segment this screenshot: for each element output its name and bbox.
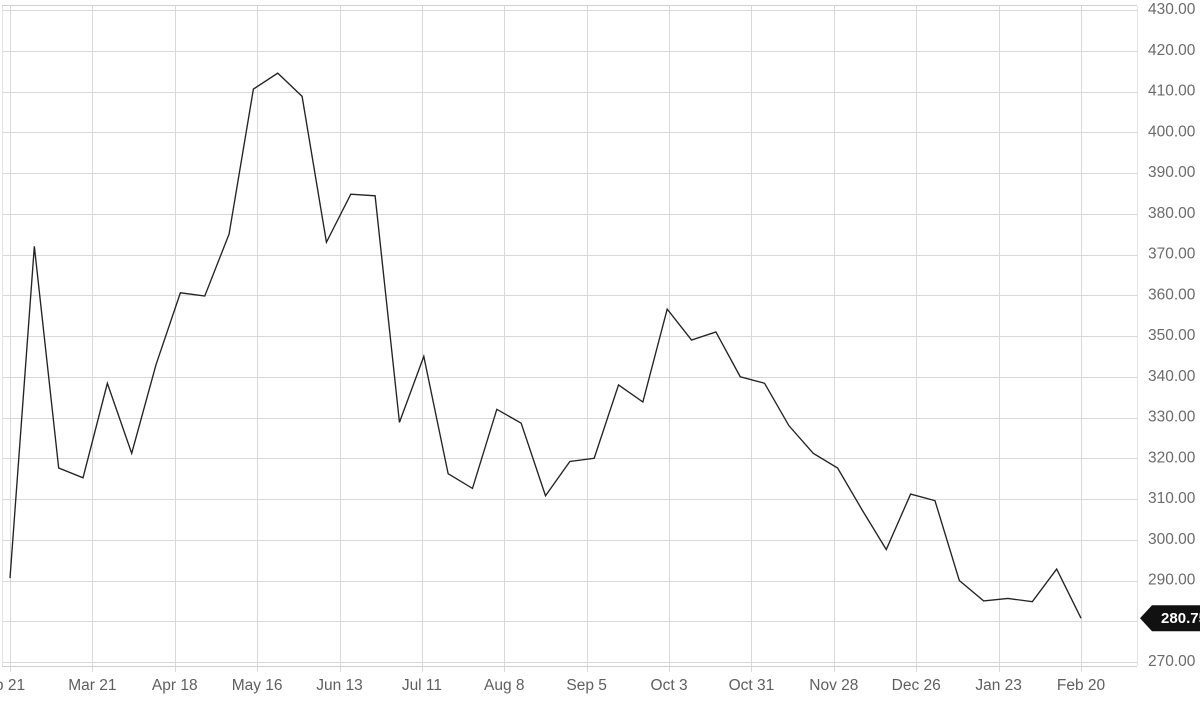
x-axis-tick-label: Aug 8: [484, 677, 525, 694]
x-axis-tick-label: Dec 26: [892, 677, 941, 694]
vertical-gridlines: [10, 6, 1082, 672]
x-axis-tick-label: Sep 5: [566, 677, 607, 694]
y-axis-tick-label: 310.00: [1148, 490, 1196, 507]
x-axis-tick-label: b 21: [0, 677, 25, 694]
y-axis-tick-label: 270.00: [1148, 653, 1196, 670]
y-axis-tick-label: 350.00: [1148, 327, 1196, 344]
x-axis-tick-label: Jan 23: [975, 677, 1022, 694]
y-axis-tick-label: 340.00: [1148, 368, 1196, 385]
badge-value-label: 280.75: [1161, 610, 1200, 627]
x-axis-tick-labels: b 21 Mar 21 Apr 18 May 16 Jun 13 Jul 11 Aug 8 S…: [0, 677, 1106, 694]
x-axis-tick-label: Nov 28: [809, 677, 858, 694]
x-axis-tick-label: Jun 13: [316, 677, 363, 694]
y-axis-tick-label: 400.00: [1148, 123, 1196, 140]
y-axis-tick-label: 390.00: [1148, 164, 1196, 181]
y-axis-tick-label: 320.00: [1148, 449, 1196, 466]
y-axis-tick-label: 430.00: [1148, 1, 1196, 18]
y-axis-tick-label: 330.00: [1148, 409, 1196, 426]
x-axis-tick-label: Oct 3: [651, 677, 688, 694]
x-axis-tick-label: May 16: [232, 677, 283, 694]
y-axis-tick-label: 370.00: [1148, 246, 1196, 263]
x-axis-tick-label: Oct 31: [729, 677, 775, 694]
y-axis-tick-label: 410.00: [1148, 83, 1196, 100]
y-axis-tick-label: 290.00: [1148, 572, 1196, 589]
y-axis-tick-label: 380.00: [1148, 205, 1196, 222]
y-axis-tick-label: 360.00: [1148, 286, 1196, 303]
x-axis-tick-label: Jul 11: [402, 677, 442, 694]
y-axis-tick-label: 300.00: [1148, 531, 1196, 548]
y-axis-tick-labels: 430.00 420.00 410.00 400.00 390.00 380.00 370.…: [1148, 1, 1196, 670]
price-line-series: [9, 72, 1082, 619]
horizontal-gridlines: [3, 10, 1137, 663]
y-axis-tick-label: 420.00: [1148, 42, 1196, 59]
x-axis-tick-label: Apr 18: [152, 677, 198, 694]
x-axis-tick-label: Feb 20: [1057, 677, 1106, 694]
last-price-badge[interactable]: 280.75: [1140, 605, 1200, 632]
badge-background: [1140, 605, 1200, 632]
x-axis-tick-label: Mar 21: [68, 677, 116, 694]
